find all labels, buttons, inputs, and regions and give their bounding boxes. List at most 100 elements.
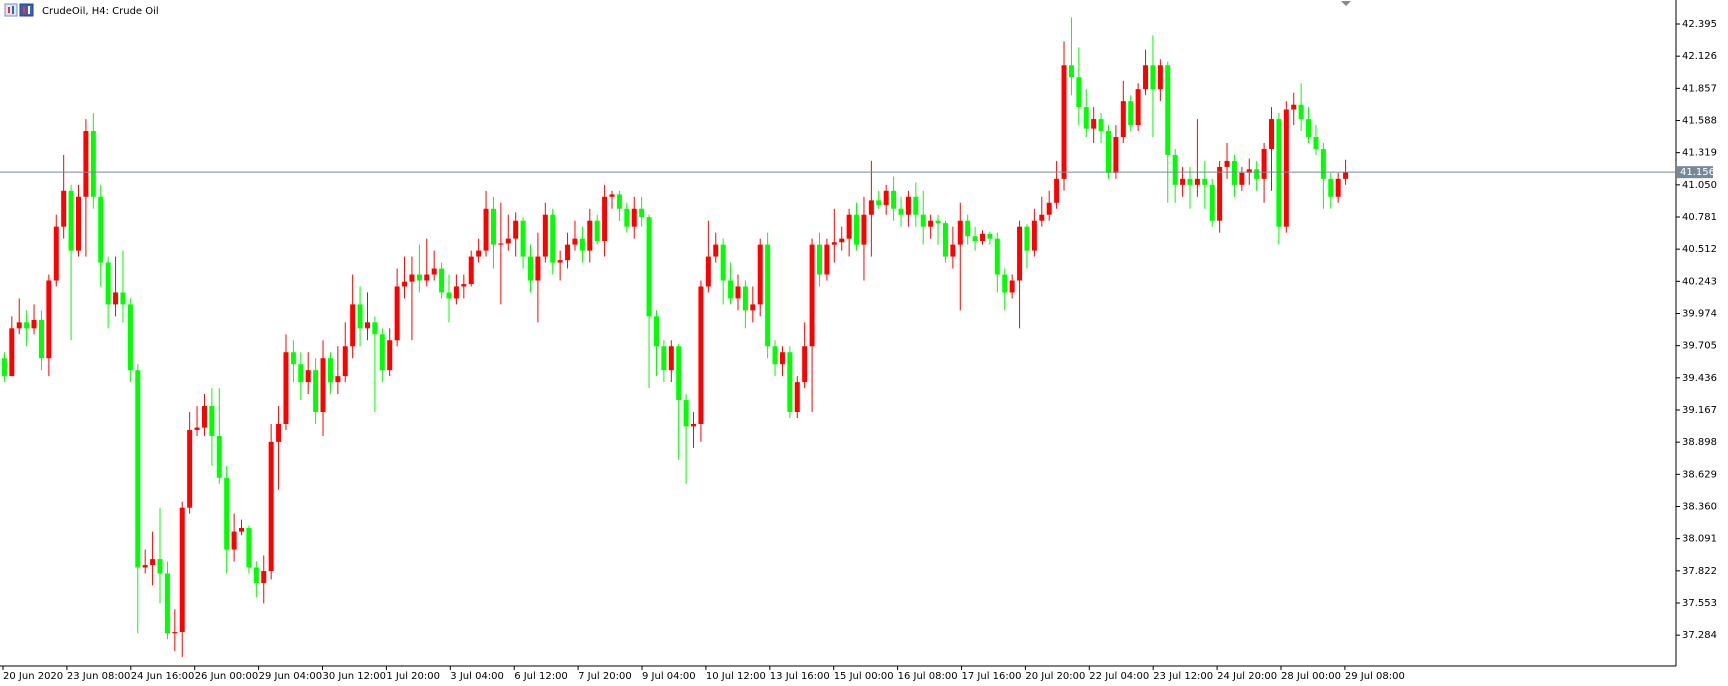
y-tick-label: 41.588 bbox=[1682, 115, 1717, 126]
x-tick-label: 15 Jul 00:00 bbox=[834, 671, 894, 682]
x-tick-label: 22 Jul 04:00 bbox=[1089, 671, 1149, 682]
candle-body bbox=[1113, 137, 1119, 173]
candle-body bbox=[216, 435, 222, 478]
y-tick-label: 37.284 bbox=[1682, 630, 1717, 641]
candle-body bbox=[1269, 119, 1275, 149]
candle-body bbox=[816, 244, 822, 275]
y-tick-label: 41.319 bbox=[1682, 148, 1717, 159]
candle-body bbox=[587, 220, 593, 251]
candle-body bbox=[1306, 119, 1312, 138]
candle-body bbox=[1254, 169, 1260, 179]
y-tick-label: 38.360 bbox=[1682, 501, 1717, 512]
candle-body bbox=[164, 573, 170, 634]
x-tick-label: 13 Jul 16:00 bbox=[770, 671, 830, 682]
chart-title: CrudeOil, H4: Crude Oil bbox=[42, 6, 159, 17]
candle-body bbox=[713, 244, 719, 257]
candle-body bbox=[846, 214, 852, 239]
candle-body bbox=[1046, 202, 1052, 215]
candle-body bbox=[513, 220, 519, 239]
candle-body bbox=[1054, 178, 1060, 203]
x-tick-label: 1 Jul 20:00 bbox=[386, 671, 440, 682]
candle-body bbox=[394, 286, 400, 341]
candle-body bbox=[728, 280, 734, 299]
candle-body bbox=[1017, 226, 1023, 281]
candle-body bbox=[565, 244, 571, 261]
candle-body bbox=[698, 286, 704, 424]
candle-body bbox=[1335, 178, 1341, 197]
candle-body bbox=[1202, 178, 1208, 185]
candle-body bbox=[676, 346, 682, 401]
candle-body bbox=[528, 256, 534, 281]
candle-body bbox=[1224, 160, 1230, 167]
candle-body bbox=[883, 190, 889, 206]
candle-body bbox=[594, 220, 600, 242]
candle-body bbox=[9, 328, 15, 377]
candle-body bbox=[1083, 107, 1089, 129]
candle-body bbox=[1143, 65, 1149, 90]
candle-body bbox=[920, 214, 926, 227]
candle-body bbox=[772, 346, 778, 365]
x-tick-label: 29 Jun 04:00 bbox=[259, 671, 323, 682]
candle-body bbox=[224, 477, 230, 550]
candle-body bbox=[550, 214, 556, 263]
candle-body bbox=[364, 322, 370, 329]
x-tick-label: 29 Jul 08:00 bbox=[1345, 671, 1405, 682]
candle-body bbox=[127, 304, 133, 371]
candle-body bbox=[439, 268, 445, 293]
candle-body bbox=[942, 223, 948, 257]
candle-body bbox=[261, 571, 267, 584]
candle-body bbox=[1120, 101, 1126, 138]
candle-body bbox=[53, 226, 59, 281]
candle-body bbox=[683, 400, 689, 427]
candle-body bbox=[61, 190, 67, 227]
candle-body bbox=[490, 208, 496, 245]
candle-body bbox=[446, 292, 452, 299]
x-tick-label: 24 Jun 16:00 bbox=[131, 671, 195, 682]
price-label: 41.156 bbox=[1680, 167, 1715, 178]
candle-body bbox=[535, 256, 541, 281]
candle-body bbox=[691, 423, 697, 427]
candle-body bbox=[327, 358, 333, 383]
candle-body bbox=[802, 346, 808, 383]
candle-body bbox=[387, 340, 393, 371]
candle-body bbox=[609, 194, 615, 197]
candle-body bbox=[742, 286, 748, 311]
candle-body bbox=[38, 319, 44, 359]
x-tick-label: 26 Jun 00:00 bbox=[195, 671, 259, 682]
candle-body bbox=[276, 423, 282, 442]
candle-body bbox=[616, 194, 622, 209]
candle-body bbox=[854, 214, 860, 245]
candle-body bbox=[24, 322, 30, 329]
candle-body bbox=[750, 304, 756, 311]
candle-body bbox=[631, 208, 637, 227]
candle-body bbox=[468, 256, 474, 285]
candle-body bbox=[787, 352, 793, 413]
candle-body bbox=[1105, 131, 1111, 173]
candle-body bbox=[861, 214, 867, 245]
candle-body bbox=[624, 208, 630, 227]
candle-body bbox=[1024, 226, 1030, 251]
candle-body bbox=[461, 284, 467, 287]
y-tick-label: 38.898 bbox=[1682, 437, 1717, 448]
x-tick-label: 7 Jul 20:00 bbox=[578, 671, 632, 682]
y-tick-label: 40.781 bbox=[1682, 212, 1717, 223]
candle-body bbox=[1165, 65, 1171, 155]
candle-body bbox=[268, 441, 274, 572]
candle-body bbox=[31, 319, 37, 329]
candle-body bbox=[1150, 65, 1156, 90]
y-tick-label: 40.512 bbox=[1682, 244, 1717, 255]
candle-body bbox=[179, 507, 185, 633]
candle-body bbox=[602, 196, 608, 242]
candle-body bbox=[1298, 104, 1304, 120]
candle-body bbox=[1187, 178, 1193, 185]
candle-body bbox=[1217, 166, 1223, 221]
candle-body bbox=[483, 208, 489, 251]
candle-body bbox=[765, 244, 771, 347]
candle-body bbox=[980, 233, 986, 242]
candle-body bbox=[1276, 119, 1282, 227]
candle-body bbox=[994, 238, 1000, 275]
candle-body bbox=[1246, 169, 1252, 173]
candle-body bbox=[572, 238, 578, 245]
candle-body bbox=[209, 406, 215, 436]
